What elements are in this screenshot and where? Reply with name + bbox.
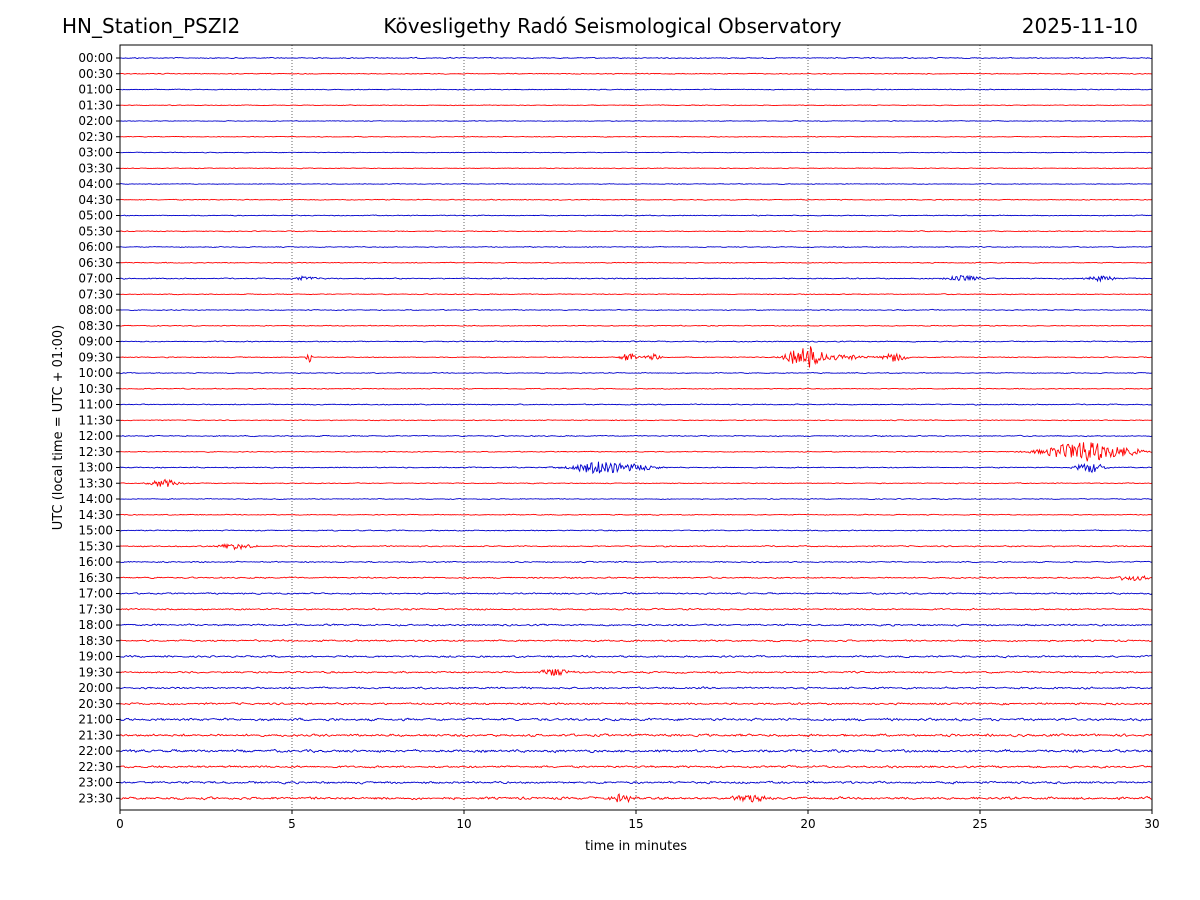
y-tick-label-0230: 02:30	[78, 130, 113, 144]
y-tick-label-1100: 11:00	[78, 398, 113, 412]
y-tick-label-0200: 02:00	[78, 114, 113, 128]
trace-0730	[120, 294, 1152, 295]
y-tick-label-2030: 20:30	[78, 697, 113, 711]
trace-0200	[120, 121, 1152, 122]
y-tick-label-0600: 06:00	[78, 240, 113, 254]
grid-lines	[292, 45, 980, 810]
seismogram-chart: 00:00 00:30 01:0001:30 02:00 02:30 03:0003:30…	[0, 0, 1200, 900]
y-tick-label-1330: 13:30	[78, 476, 113, 490]
y-tick-label-1600: 16:00	[78, 555, 113, 569]
x-tick-label-0: 0	[116, 817, 124, 831]
trace-1500	[120, 530, 1152, 531]
x-axis: 0 5 10 15 20 25 30	[116, 810, 1159, 831]
trace-1430	[120, 514, 1152, 515]
y-tick-label-1130: 11:30	[78, 413, 113, 427]
trace-0100	[120, 89, 1152, 90]
trace-1030	[120, 388, 1152, 389]
trace-0300	[120, 152, 1152, 153]
y-tick-label-2100: 21:00	[78, 713, 113, 727]
trace-1100	[120, 404, 1152, 405]
y-tick-label-0400: 04:00	[78, 177, 113, 191]
x-tick-label-6: 30	[1144, 817, 1159, 831]
y-tick-label-2000: 20:00	[78, 681, 113, 695]
y-tick-label-2200: 22:00	[78, 744, 113, 758]
y-tick-label-2230: 22:30	[78, 760, 113, 774]
trace-1830	[120, 640, 1152, 642]
trace-0430	[120, 199, 1152, 200]
y-tick-label-1400: 14:00	[78, 492, 113, 506]
trace-1400	[120, 499, 1152, 500]
y-tick-label-0900: 09:00	[78, 335, 113, 349]
y-tick-label-1230: 12:30	[78, 445, 113, 459]
y-tick-label-0330: 03:30	[78, 161, 113, 175]
x-tick-label-4: 20	[800, 817, 815, 831]
y-tick-label-1630: 16:30	[78, 571, 113, 585]
y-tick-label-1430: 14:30	[78, 508, 113, 522]
y-tick-label-0030: 00:30	[78, 67, 113, 81]
y-axis-label: UTC (local time = UTC + 01:00)	[51, 325, 66, 530]
trace-0830	[120, 325, 1152, 326]
y-tick-label-1700: 17:00	[78, 587, 113, 601]
y-tick-label-1530: 15:30	[78, 539, 113, 553]
y-tick-label-0530: 05:30	[78, 224, 113, 238]
trace-0930	[120, 346, 1152, 367]
trace-0600	[120, 246, 1152, 247]
y-tick-label-0300: 03:00	[78, 146, 113, 160]
x-tick-label-3: 15	[628, 817, 643, 831]
y-tick-label-1900: 19:00	[78, 650, 113, 664]
y-tick-label-1830: 18:30	[78, 634, 113, 648]
y-tick-label-2300: 23:00	[78, 776, 113, 790]
y-tick-label-0100: 01:00	[78, 83, 113, 97]
y-tick-label-1800: 18:00	[78, 618, 113, 632]
trace-0630	[120, 262, 1152, 263]
trace-1700	[120, 592, 1152, 594]
y-tick-label-0630: 06:30	[78, 256, 113, 270]
y-tick-label-0430: 04:30	[78, 193, 113, 207]
y-tick-label-1030: 10:30	[78, 382, 113, 396]
trace-2200	[120, 749, 1152, 752]
x-tick-label-5: 25	[972, 817, 987, 831]
trace-0500	[120, 215, 1152, 216]
y-tick-label-1300: 13:00	[78, 461, 113, 475]
y-tick-label-1500: 15:00	[78, 524, 113, 538]
trace-1130	[120, 420, 1152, 421]
x-tick-label-2: 10	[456, 817, 471, 831]
y-tick-label-0700: 07:00	[78, 272, 113, 286]
trace-0900	[120, 341, 1152, 342]
y-tick-label-1930: 19:30	[78, 665, 113, 679]
y-tick-label-0830: 08:30	[78, 319, 113, 333]
y-tick-label-0500: 05:00	[78, 209, 113, 223]
y-tick-label-0130: 01:30	[78, 98, 113, 112]
y-tick-label-2130: 21:30	[78, 728, 113, 742]
y-tick-label-1200: 12:00	[78, 429, 113, 443]
y-tick-label-0800: 08:00	[78, 303, 113, 317]
trace-0230	[120, 136, 1152, 137]
y-tick-label-0730: 07:30	[78, 287, 113, 301]
y-tick-label-1000: 10:00	[78, 366, 113, 380]
trace-1230	[120, 442, 1152, 461]
y-tick-label-0000: 00:00	[78, 51, 113, 65]
x-tick-label-1: 5	[288, 817, 296, 831]
x-axis-label: time in minutes	[585, 839, 687, 854]
trace-0330	[120, 168, 1152, 169]
y-tick-label-2330: 23:30	[78, 791, 113, 805]
y-tick-label-1730: 17:30	[78, 602, 113, 616]
y-tick-label-0930: 09:30	[78, 350, 113, 364]
trace-0530	[120, 231, 1152, 232]
trace-2000	[120, 687, 1152, 689]
trace-0400	[120, 184, 1152, 185]
trace-0030	[120, 73, 1152, 74]
